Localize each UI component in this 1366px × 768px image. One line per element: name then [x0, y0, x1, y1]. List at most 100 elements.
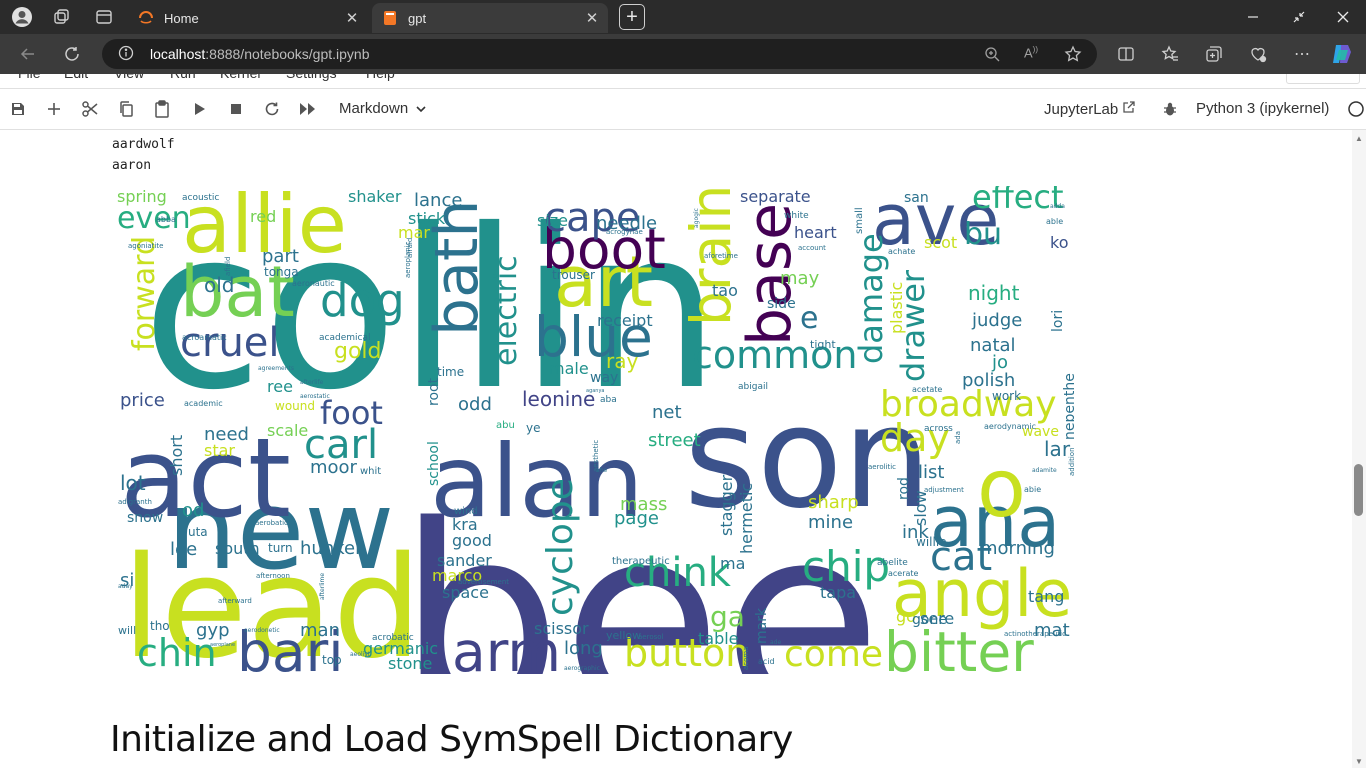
wordcloud-word: snow: [127, 510, 163, 526]
open-jupyterlab-link[interactable]: JupyterLab: [1044, 100, 1136, 118]
kernel-status[interactable]: Python 3 (ipykernel): [1196, 100, 1329, 117]
wordcloud-word: agogic: [693, 208, 700, 228]
wordcloud-word: old: [204, 273, 235, 297]
menu-help[interactable]: Help: [366, 74, 395, 81]
debugger-bug-icon[interactable]: [1160, 99, 1180, 119]
wordcloud-word: abie: [1024, 485, 1041, 494]
wordcloud-word: plastic: [887, 282, 906, 334]
new-tab-button[interactable]: +: [619, 4, 645, 30]
wordcloud-word: od: [182, 500, 204, 521]
wordcloud-word: lot: [120, 471, 146, 495]
favorite-star-icon[interactable]: [1064, 45, 1082, 66]
wordcloud-word: polish: [962, 370, 1015, 391]
run-icon[interactable]: [190, 99, 210, 119]
copy-icon[interactable]: [116, 99, 136, 119]
menu-right-button[interactable]: [1286, 74, 1360, 84]
cut-icon[interactable]: [80, 99, 100, 119]
wordcloud-word: cat: [930, 534, 992, 580]
scrollbar-thumb[interactable]: [1354, 464, 1363, 516]
menu-settings[interactable]: Settings: [286, 74, 337, 81]
save-icon[interactable]: [8, 99, 28, 119]
wordcloud-word: bath: [422, 200, 492, 336]
copilot-icon[interactable]: [1330, 42, 1354, 66]
wordcloud-word: afraid: [406, 238, 414, 258]
scroll-down-icon[interactable]: ▼: [1355, 757, 1363, 766]
wordcloud-word: aganya: [586, 388, 605, 394]
notebook-favicon-icon: [382, 10, 398, 26]
wordcloud-word: o: [977, 442, 1026, 535]
wordcloud-word: even: [117, 201, 191, 236]
wordcloud-word: go: [896, 607, 916, 626]
wordcloud-word: blue: [534, 305, 653, 369]
wordcloud-word: way: [590, 370, 618, 386]
wordcloud-word: aerodynamic: [984, 422, 1036, 431]
restart-icon[interactable]: [262, 99, 282, 119]
more-icon[interactable]: ⋯: [1294, 46, 1310, 63]
wordcloud-word: jo: [991, 352, 1008, 373]
close-icon[interactable]: ✕: [345, 10, 359, 27]
wordcloud-word: scissor: [534, 619, 589, 638]
collections-icon[interactable]: [1202, 42, 1226, 66]
favorites-icon[interactable]: [1158, 42, 1182, 66]
zoom-icon[interactable]: [984, 46, 1000, 65]
wordcloud-word: gold: [334, 339, 382, 364]
scrollbar[interactable]: ▲ ▼: [1352, 130, 1366, 768]
browser-tab-strip: Home ✕ gpt ✕ +: [0, 0, 1366, 34]
browser-essentials-icon[interactable]: [1246, 42, 1270, 66]
paste-icon[interactable]: [152, 99, 172, 119]
wordcloud-word: bee: [397, 471, 882, 674]
wordcloud-word: aerobatic: [255, 519, 288, 527]
tab-gpt[interactable]: gpt ✕: [372, 3, 608, 33]
menu-run[interactable]: Run: [170, 74, 196, 81]
close-icon[interactable]: ✕: [585, 10, 599, 27]
address-bar[interactable]: localhost:8888/notebooks/gpt.ipynb A)): [102, 39, 1097, 69]
cell-type-select[interactable]: Markdown: [339, 100, 426, 117]
wordcloud-word: slow: [911, 490, 930, 526]
scroll-up-icon[interactable]: ▲: [1355, 134, 1363, 143]
wordcloud-word: afterward: [218, 597, 252, 605]
wordcloud-word: star: [204, 441, 235, 460]
wordcloud-word: ree: [267, 377, 293, 396]
stop-icon[interactable]: [226, 99, 246, 119]
tab-actions-icon[interactable]: [92, 5, 116, 29]
wordcloud-word: male: [549, 359, 589, 378]
wordcloud-word: aerosol: [638, 633, 664, 641]
split-screen-icon[interactable]: [1114, 42, 1138, 66]
menu-file[interactable]: File: [18, 74, 41, 81]
menu-kernel[interactable]: Kernel: [220, 74, 260, 81]
wordcloud-word: street: [648, 430, 701, 451]
minimize-icon[interactable]: [1230, 0, 1276, 34]
wordcloud-word: acrogynae: [606, 228, 643, 236]
site-info-icon[interactable]: [118, 45, 134, 64]
back-icon[interactable]: [16, 42, 40, 66]
menu-view[interactable]: View: [114, 74, 144, 81]
wordcloud-word: base: [735, 203, 805, 346]
wordcloud-word: afterlime: [319, 573, 326, 600]
read-aloud-icon[interactable]: A)): [1024, 45, 1038, 61]
wordcloud-word: agreements: [258, 365, 294, 372]
wordcloud-word: gyp: [196, 620, 230, 641]
restore-icon[interactable]: [1276, 0, 1322, 34]
reload-icon[interactable]: [60, 42, 84, 66]
add-cell-icon[interactable]: [44, 99, 64, 119]
profile-icon[interactable]: [10, 5, 34, 29]
wordcloud-word: shaker: [348, 187, 402, 206]
window-close-icon[interactable]: [1320, 0, 1366, 34]
wordcloud-word: ko: [1050, 233, 1068, 252]
wordcloud-word: si: [120, 570, 134, 591]
wordcloud-word: broadway: [880, 384, 1057, 425]
wordcloud-word: price: [120, 390, 165, 411]
menu-edit[interactable]: Edit: [64, 74, 88, 81]
wordcloud-word: tang: [1028, 587, 1064, 606]
run-all-icon[interactable]: [298, 99, 318, 119]
workspaces-icon[interactable]: [50, 5, 74, 29]
wordcloud-word: day: [880, 416, 950, 460]
wordcloud-word: rod: [896, 477, 912, 500]
wordcloud-word: hermetic: [737, 483, 756, 554]
wordcloud-word: stick: [408, 209, 446, 228]
wordcloud-word: chip: [802, 542, 890, 591]
wordcloud-word: ada: [954, 431, 962, 444]
tab-home[interactable]: Home ✕: [128, 3, 368, 33]
